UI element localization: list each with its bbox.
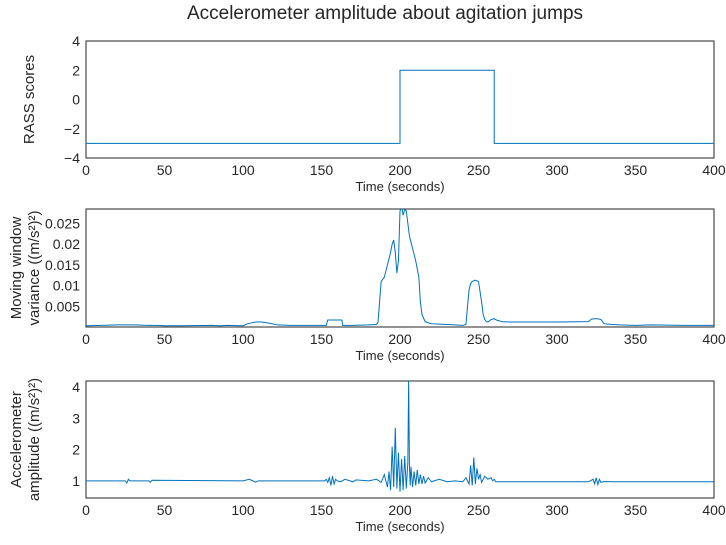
x-axis-label: Time (seconds) <box>355 519 444 534</box>
x-tick-label: 200 <box>388 162 412 178</box>
x-tick-label: 400 <box>702 162 726 178</box>
x-tick-label: 250 <box>467 502 491 518</box>
x-tick-label: 250 <box>467 162 491 178</box>
x-tick-label: 350 <box>624 502 648 518</box>
x-tick-label: 50 <box>157 162 173 178</box>
x-tick-label: 250 <box>467 331 491 347</box>
subplot-2: 0 50 100 150 200 250 300 350 400 0.005 0.01 0.015 0.… <box>8 208 726 363</box>
subplot-3: 0 50 100 150 200 250 300 350 400 1 2 3 4 Time (second… <box>8 378 726 534</box>
x-tick-label: 200 <box>388 502 412 518</box>
y-tick-label: 0.01 <box>53 278 80 294</box>
x-tick-label: 200 <box>388 331 412 347</box>
y-tick-label: 0.02 <box>53 236 80 252</box>
y-axis-label: variance ((m/s²)²) <box>26 210 43 325</box>
x-tick-label: 50 <box>157 502 173 518</box>
x-tick-label: 150 <box>310 502 334 518</box>
plot-area <box>85 380 715 499</box>
x-tick-label: 350 <box>624 162 648 178</box>
y-tick-label: 1 <box>72 473 80 489</box>
subplot-1: 0 50 100 150 200 250 300 350 400 −4 −2 0 2 4 Time (sec… <box>21 33 726 194</box>
x-tick-label: 300 <box>545 331 569 347</box>
x-tick-label: 350 <box>624 331 648 347</box>
x-tick-label: 400 <box>702 502 726 518</box>
series-line-1 <box>86 69 714 144</box>
x-tick-label: 0 <box>82 162 90 178</box>
x-tick-label: 0 <box>82 502 90 518</box>
x-tick-label: 100 <box>231 502 255 518</box>
x-tick-label: 400 <box>702 331 726 347</box>
x-tick-label: 300 <box>545 502 569 518</box>
x-axis-label: Time (seconds) <box>355 348 444 363</box>
x-tick-label: 100 <box>231 331 255 347</box>
x-tick-label: 150 <box>310 162 334 178</box>
x-axis-label: Time (seconds) <box>355 179 444 194</box>
plot-area <box>85 208 715 328</box>
y-tick-label: 0 <box>72 92 80 108</box>
y-tick-label: 2 <box>72 62 80 78</box>
y-tick-label: −4 <box>64 150 80 166</box>
x-tick-label: 150 <box>310 331 334 347</box>
x-tick-label: 50 <box>157 331 173 347</box>
x-tick-label: 300 <box>545 162 569 178</box>
y-axis-label: RASS scores <box>21 55 38 144</box>
y-axis-label: Moving window <box>8 217 25 320</box>
y-tick-label: 2 <box>72 442 80 458</box>
y-axis-label: Accelerometer <box>8 391 25 488</box>
y-tick-label: 3 <box>72 410 80 426</box>
x-tick-label: 0 <box>82 331 90 347</box>
series-line-1 <box>86 381 714 492</box>
y-tick-label: 0.005 <box>45 298 80 314</box>
y-axis-label: amplitude ((m/s²)²) <box>26 378 43 501</box>
y-tick-label: 4 <box>72 379 80 395</box>
y-tick-label: 4 <box>72 33 80 49</box>
y-tick-label: −2 <box>64 121 80 137</box>
y-tick-label: 0.025 <box>45 215 80 231</box>
series-line-1 <box>86 209 714 327</box>
x-tick-label: 100 <box>231 162 255 178</box>
chart-title: Accelerometer amplitude about agitation … <box>187 3 583 24</box>
y-tick-label: 0.015 <box>45 257 80 273</box>
